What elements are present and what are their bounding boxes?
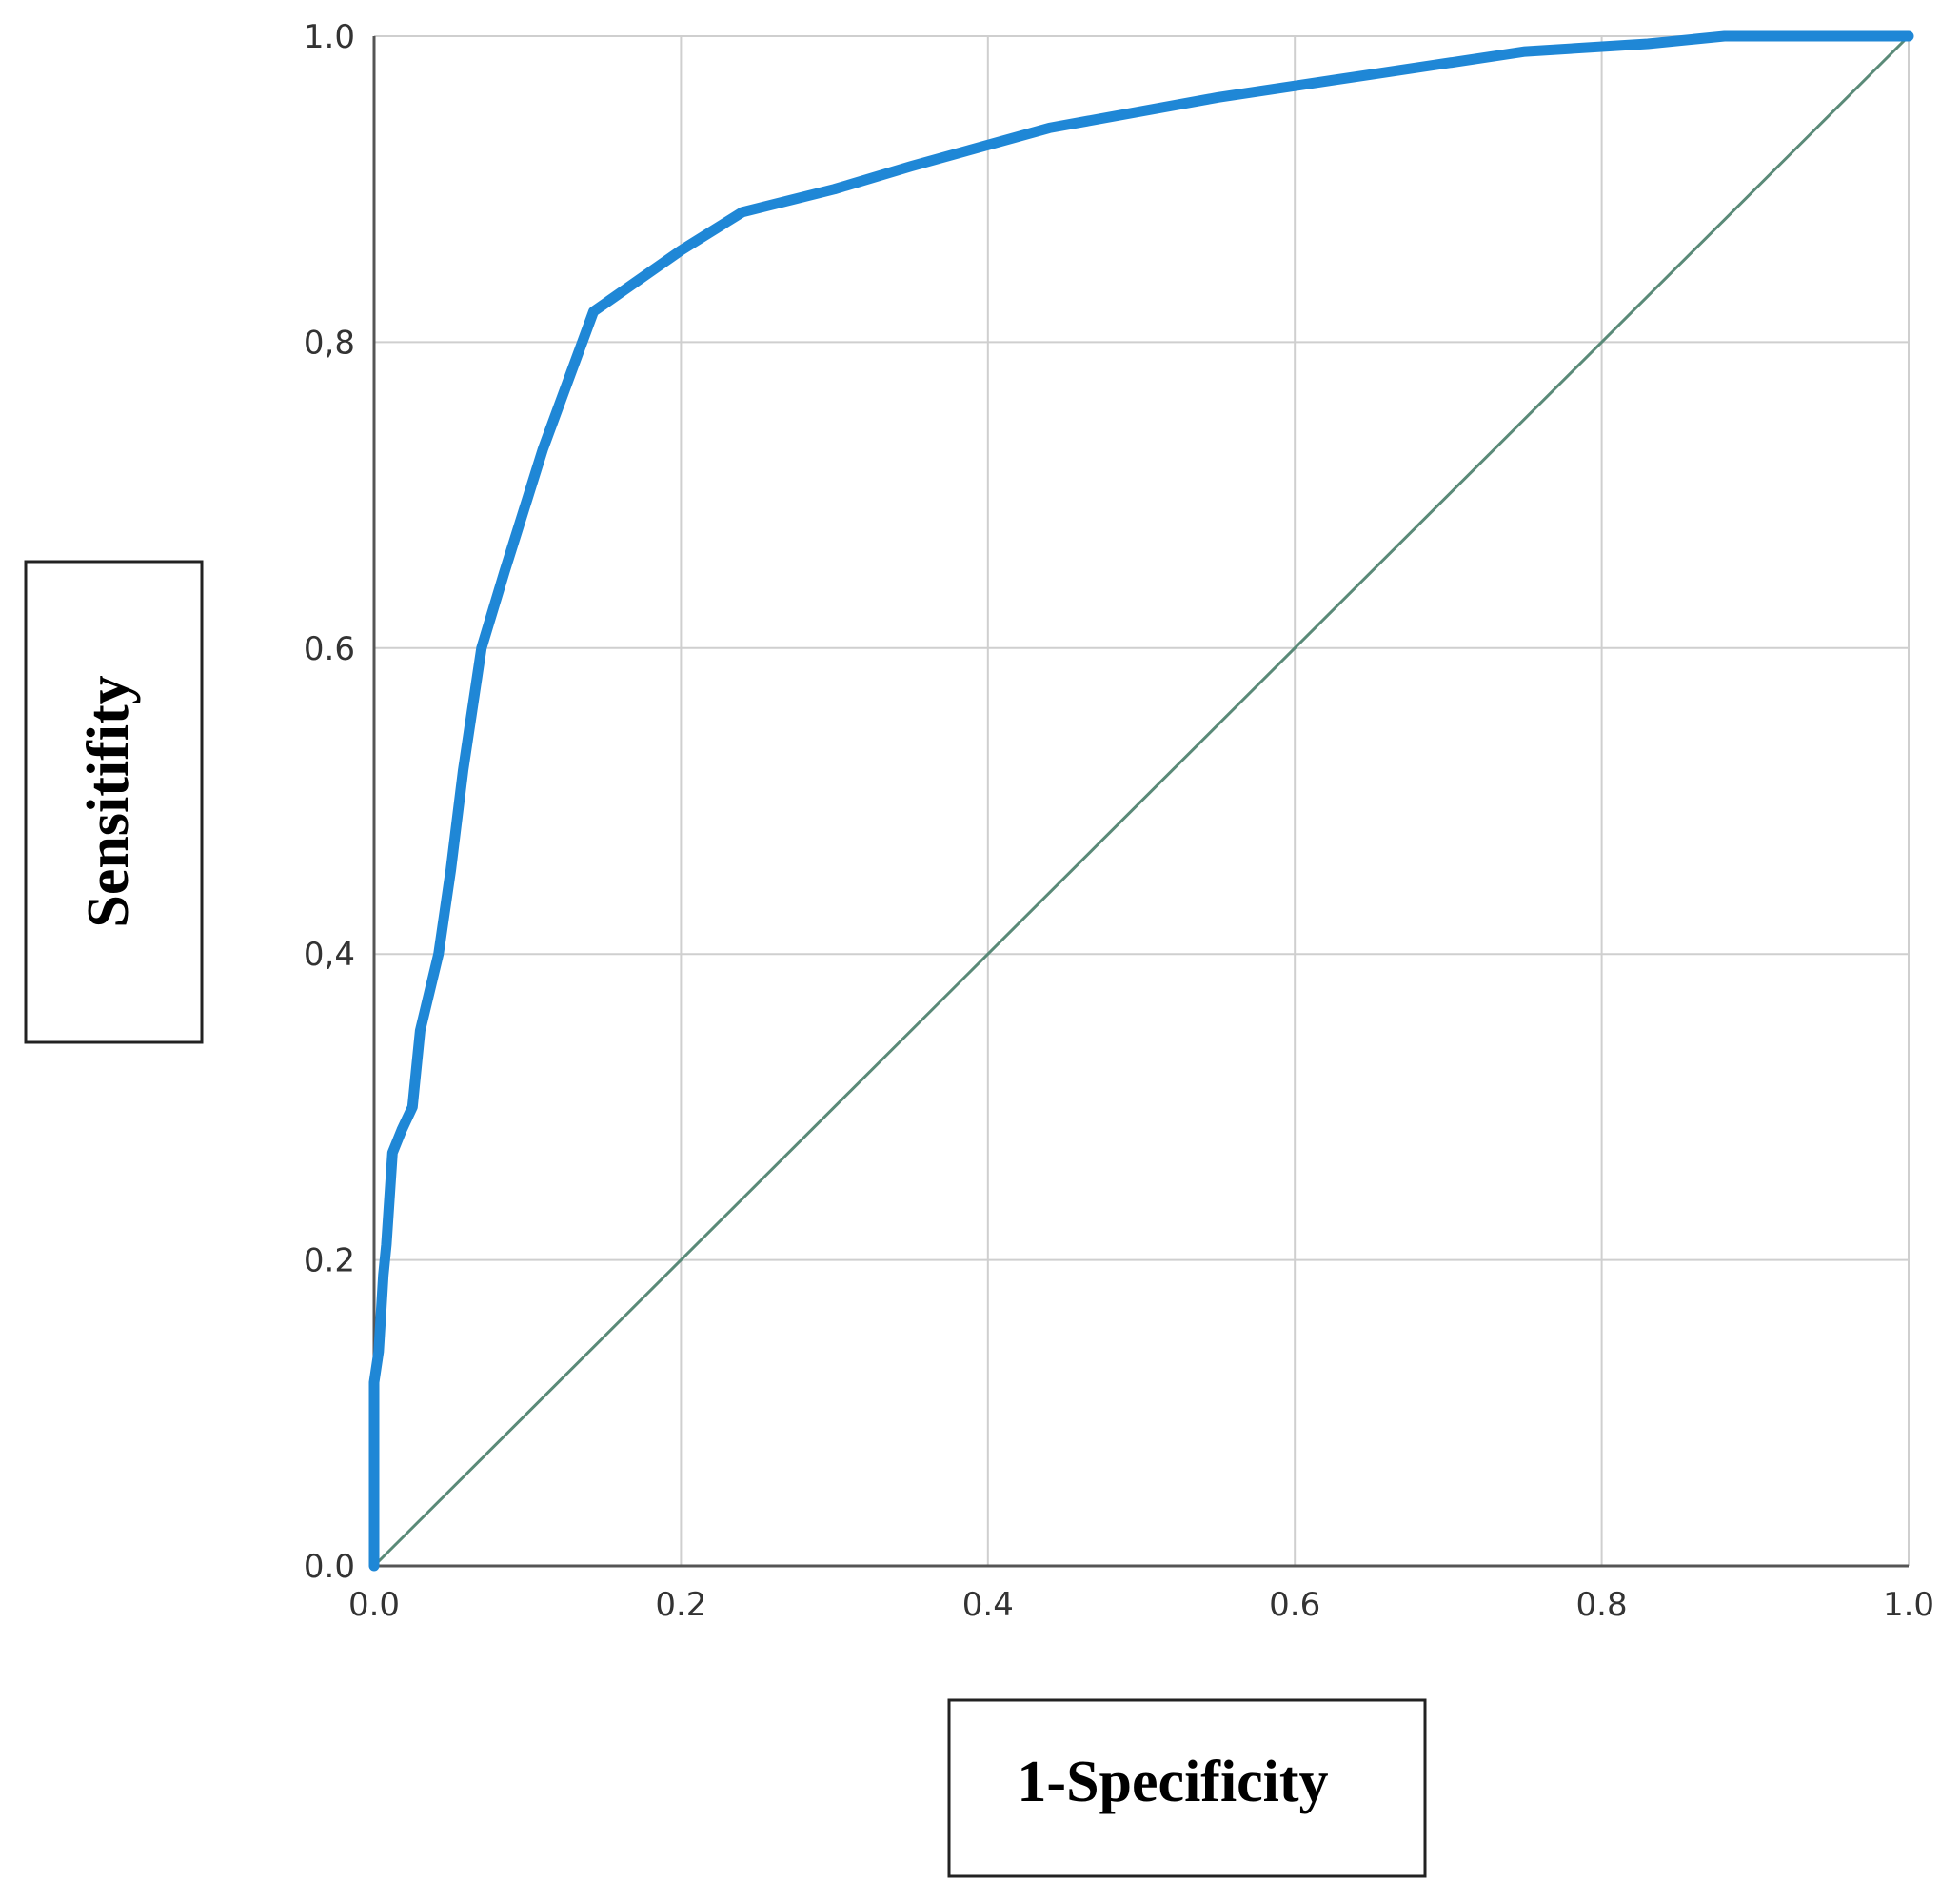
y-tick-label: 0.0 (304, 1548, 355, 1586)
y-tick-label: 0.2 (304, 1242, 355, 1280)
x-tick-label: 1.0 (1883, 1586, 1934, 1624)
reference-line (372, 34, 1911, 1568)
x-tick-label: 0.4 (962, 1586, 1014, 1624)
roc-curve (368, 30, 1914, 1572)
axes (372, 36, 1909, 1568)
y-tick-label: 0.6 (304, 630, 355, 668)
x-tick-label: 0.0 (348, 1586, 400, 1624)
y-tick-label: 0,4 (304, 936, 355, 974)
x-axis-title-box (947, 1698, 1427, 1878)
y-tick-label: 0,8 (304, 324, 355, 362)
x-tick-label: 0.2 (655, 1586, 706, 1624)
y-tick-labels: 0.0 0.2 0,4 0.6 0,8 1.0 (304, 18, 355, 1586)
x-axis-title: 1-Specificity (1017, 1750, 1328, 1814)
grid (374, 35, 1910, 1566)
x-tick-labels: 0.0 0.2 0.4 0.6 0.8 1.0 (348, 1586, 1934, 1624)
series-layer (368, 30, 1914, 1572)
x-tick-label: 0.8 (1576, 1586, 1628, 1624)
y-tick-label: 1.0 (304, 18, 355, 56)
x-tick-label: 0.6 (1269, 1586, 1320, 1624)
y-axis-title: Sensitifity (76, 675, 141, 927)
y-axis-title-box (24, 560, 204, 1044)
